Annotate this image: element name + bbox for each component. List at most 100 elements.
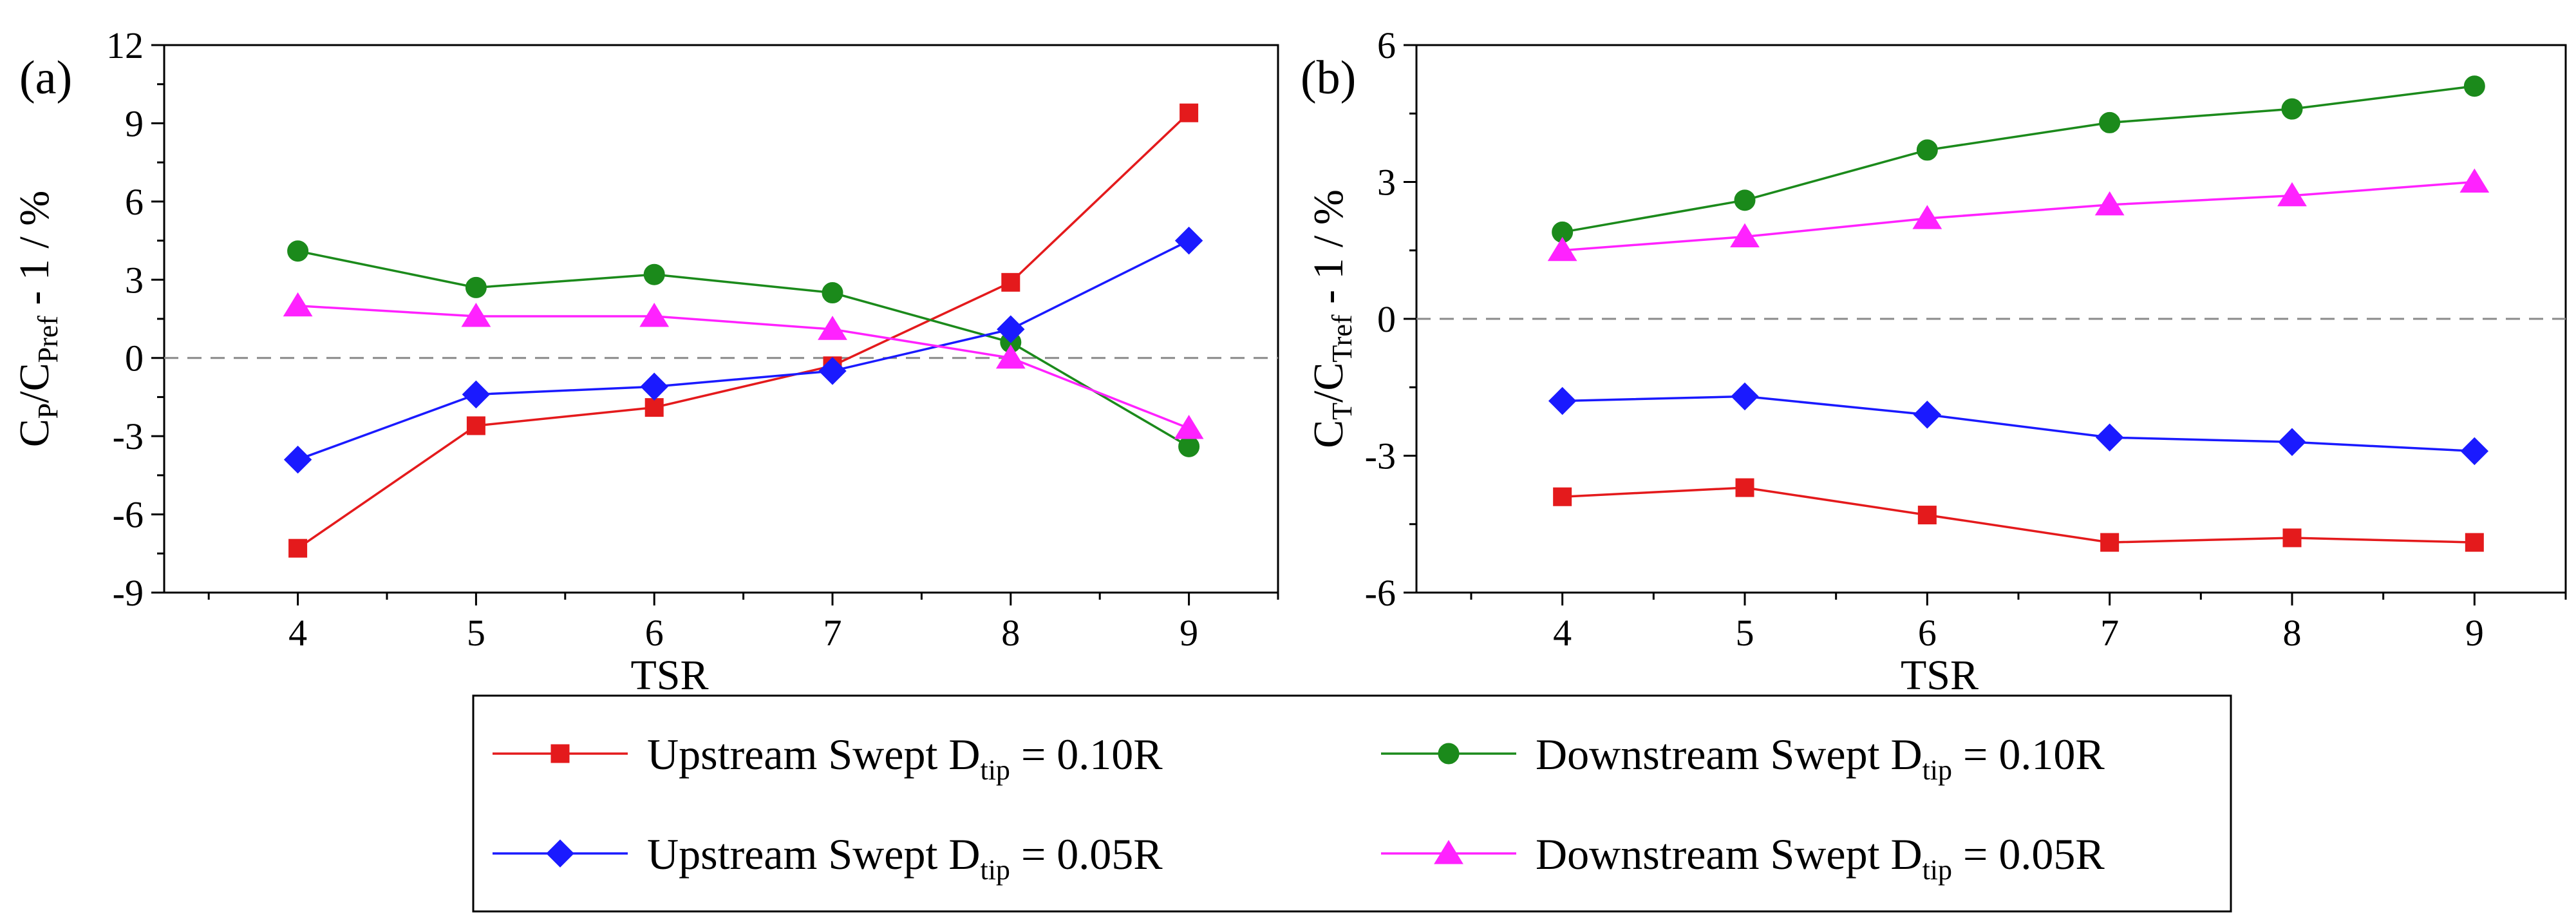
panel-a-point-down005 xyxy=(1174,415,1204,439)
panel-b-ylabel-part: - 1 / % xyxy=(1305,189,1352,314)
panel-a-point-down005 xyxy=(461,302,491,327)
panel-a-series-line-up005 xyxy=(297,240,1190,461)
panel-a-series-line-up010 xyxy=(297,111,1190,549)
panel-b-ytick-label: 0 xyxy=(1377,298,1396,340)
panel-a-label: (a) xyxy=(19,52,72,104)
panel-b-point-up010 xyxy=(1553,487,1572,506)
panel-b-point-down010 xyxy=(1734,189,1756,211)
panel-a-ytick-label: -6 xyxy=(113,494,144,536)
panel-b-point-up010 xyxy=(2282,528,2302,547)
panel-a-xtick-label: 4 xyxy=(288,612,307,654)
panel-a-point-up005 xyxy=(640,372,668,401)
legend-item-down005: Downstream Swept Dtip = 0.05R xyxy=(1381,830,2105,886)
panel-b-point-up005 xyxy=(2095,423,2124,452)
panel-a-ylabel-part: Pref xyxy=(32,316,64,363)
panel-a-ylabel-part: /C xyxy=(11,363,58,403)
legend-frame xyxy=(472,694,2232,913)
panel-b-series-line-up005 xyxy=(1562,395,2475,453)
panel-b-point-down005 xyxy=(2277,182,2307,207)
panel-b-point-down010 xyxy=(2463,75,2485,97)
legend: Upstream Swept Dtip = 0.10R Downstream Sw… xyxy=(472,694,2232,913)
panel-b-xtick-label: 6 xyxy=(1918,612,1937,654)
panel-a-series-down010 xyxy=(287,240,1200,457)
panel-a-ylabel-part: - 1 / % xyxy=(11,191,58,316)
panel-a-point-up005 xyxy=(997,315,1025,343)
legend-label-post: = 0.05R xyxy=(1952,830,2105,879)
panel-b-point-up005 xyxy=(1731,382,1759,411)
panel-a-point-down005 xyxy=(639,302,670,327)
panel-b-point-down010 xyxy=(2099,111,2121,133)
legend-item-up010: Upstream Swept Dtip = 0.10R xyxy=(493,730,1163,786)
panel-b-point-up010 xyxy=(2100,533,2120,552)
panel-b-series-down010 xyxy=(1552,75,2485,243)
panel-b-series-down005 xyxy=(1547,168,2490,262)
panel-a-xtick-label: 9 xyxy=(1180,612,1198,654)
panel-a-ylabel-part: C xyxy=(11,419,58,447)
panel-a-point-down005 xyxy=(818,316,847,340)
legend-label-pre: Upstream Swept D xyxy=(647,730,980,779)
panel-b-chart: -6 -3 0 3 6 4 5 6 7 8 9 TSR CT/CTref - 1 / % (b) xyxy=(1301,24,2567,699)
panel-b-series-up010 xyxy=(1553,478,2484,552)
panel-b-series-line-down005 xyxy=(1562,180,2475,252)
panel-a-ytick-label: -3 xyxy=(113,415,144,457)
panel-b-point-up005 xyxy=(2278,428,2306,456)
panel-b-series-line-up010 xyxy=(1562,486,2475,544)
panel-a-xtick-label: 7 xyxy=(823,612,842,654)
panel-b-xlabel: TSR xyxy=(1901,652,1979,699)
panel-a-axes-frame xyxy=(163,44,1279,594)
panel-b-series-line-down010 xyxy=(1562,85,2475,234)
legend-label-sub: tip xyxy=(1923,754,1952,786)
panel-a-xtick-label: 8 xyxy=(1001,612,1020,654)
panel-b-xtick-label: 9 xyxy=(2465,612,2484,654)
legend-label-post: = 0.05R xyxy=(1010,830,1163,879)
legend-label-sub: tip xyxy=(980,754,1010,786)
panel-a-ytick-label: 0 xyxy=(125,338,144,379)
legend-label-pre: Downstream Swept D xyxy=(1536,730,1923,779)
panel-a-ytick-label: 6 xyxy=(125,181,144,223)
panel-a-xtick-label: 6 xyxy=(645,612,664,654)
panel-a-ylabel-part: P xyxy=(32,403,64,419)
panel-a-ylabel: CP/CPref - 1 / % xyxy=(11,191,64,447)
panel-a-point-down005 xyxy=(995,344,1026,369)
legend-marker-up005 xyxy=(546,839,574,868)
panel-a-xtick-label: 5 xyxy=(467,612,485,654)
panel-b-point-up010 xyxy=(1917,506,1937,525)
legend-label-post: = 0.10R xyxy=(1952,730,2105,779)
legend-marker-down005 xyxy=(1434,840,1463,864)
panel-a-series-line-down010 xyxy=(297,250,1190,448)
panel-a-series-up005 xyxy=(283,226,1203,474)
panel-b-ylabel-part: T xyxy=(1326,403,1358,420)
panel-b-point-up005 xyxy=(2460,437,2489,466)
panel-b-point-up005 xyxy=(1548,386,1577,415)
panel-a-series-up010 xyxy=(288,103,1199,558)
panel-b-point-down005 xyxy=(1912,205,1942,229)
panel-b-ytick-label: 6 xyxy=(1377,24,1396,66)
panel-b-point-up005 xyxy=(1913,401,1942,429)
legend-marker-down010 xyxy=(1438,743,1460,765)
panel-b-series-up005 xyxy=(1548,382,2489,466)
panel-a-series-down005 xyxy=(283,292,1204,439)
panel-a-point-up010 xyxy=(1001,272,1020,292)
legend-label: Downstream Swept Dtip = 0.05R xyxy=(1536,830,2105,886)
panel-b-xtick-label: 8 xyxy=(2283,612,2302,654)
legend-label-pre: Downstream Swept D xyxy=(1536,830,1923,879)
panel-b-ylabel-part: C xyxy=(1305,420,1352,448)
panel-a-point-up010 xyxy=(466,416,485,435)
panel-a-point-up005 xyxy=(818,357,847,385)
panel-b-point-down005 xyxy=(1730,223,1760,247)
panel-a-point-up010 xyxy=(644,398,664,417)
legend-label-post: = 0.10R xyxy=(1010,730,1163,779)
legend-marker-up010 xyxy=(550,744,570,763)
panel-b-xtick-label: 4 xyxy=(1553,612,1572,654)
panel-a-point-down010 xyxy=(287,240,309,262)
panel-a-point-down010 xyxy=(1178,435,1200,457)
panel-a-point-down010 xyxy=(643,263,665,285)
panel-b-point-down010 xyxy=(1916,139,1938,161)
panel-b-point-down005 xyxy=(2459,168,2490,193)
panel-b-point-up010 xyxy=(2465,533,2484,552)
legend-item-down010: Downstream Swept Dtip = 0.10R xyxy=(1381,730,2105,786)
legend-label-pre: Upstream Swept D xyxy=(647,830,980,879)
panel-a-point-up010 xyxy=(288,538,308,558)
panel-b-ytick-label: -3 xyxy=(1365,435,1396,477)
legend-label: Upstream Swept Dtip = 0.10R xyxy=(647,730,1163,786)
